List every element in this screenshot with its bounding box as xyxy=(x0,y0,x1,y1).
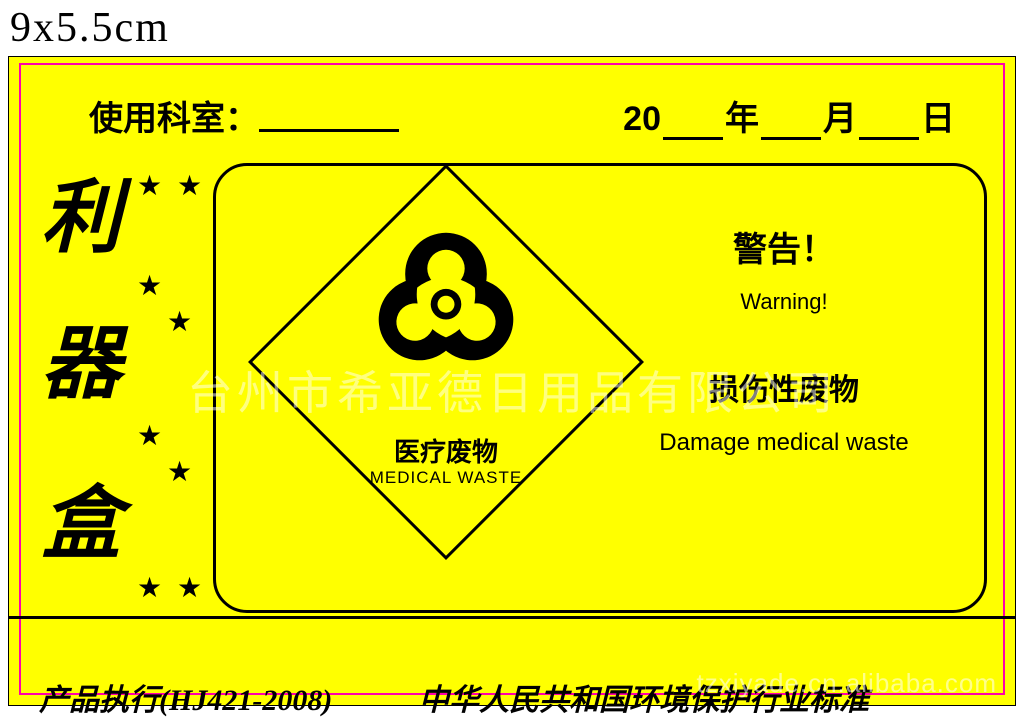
title-char-1: 利 xyxy=(41,179,121,259)
date-prefix: 20 xyxy=(623,100,661,138)
title-char-2: 器 xyxy=(41,325,121,405)
date-group: 20 年 月 日 xyxy=(623,91,955,140)
star-icon: ★ xyxy=(177,571,202,605)
warning-cn: 警告！ xyxy=(624,222,944,271)
title-char-3: 盒 xyxy=(41,485,121,565)
star-icon: ★ xyxy=(137,419,162,453)
month-label: 月 xyxy=(823,100,857,138)
warning-en: Warning! xyxy=(624,289,944,315)
medical-waste-cn: 医疗废物 xyxy=(266,432,626,469)
star-icon: ★ xyxy=(167,305,192,339)
main-content: 利 器 盒 ★ ★ ★ ★ ★ ★ ★ ★ xyxy=(37,157,987,607)
day-label: 日 xyxy=(921,100,955,138)
dimension-label: 9x5.5cm xyxy=(10,4,170,52)
biohazard-icon xyxy=(361,209,531,379)
info-panel: 医疗废物 MEDICAL WASTE 警告！ Warning! 损伤性废物 Da… xyxy=(213,163,987,613)
hazard-block: 医疗废物 MEDICAL WASTE xyxy=(266,172,626,592)
star-icon: ★ xyxy=(167,455,192,489)
warning-block: 警告！ Warning! 损伤性废物 Damage medical waste xyxy=(624,222,944,457)
star-icon: ★ xyxy=(137,571,162,605)
header-row: 使用科室： 20 年 月 日 xyxy=(69,91,955,141)
label-card: 使用科室： 20 年 月 日 利 器 盒 ★ ★ ★ ★ ★ ★ ★ ★ xyxy=(8,56,1016,706)
year-blank xyxy=(663,106,723,140)
star-icon: ★ xyxy=(137,269,162,303)
department-underline xyxy=(259,129,399,132)
medical-waste-en: MEDICAL WASTE xyxy=(266,468,626,488)
product-title-vertical: 利 器 盒 ★ ★ ★ ★ ★ ★ ★ ★ xyxy=(37,175,197,585)
standard-code: 产品执行(HJ421-2008) xyxy=(39,675,332,719)
standard-desc: 中华人民共和国环境保护行业标准 xyxy=(419,675,869,719)
damage-en: Damage medical waste xyxy=(624,429,944,457)
month-blank xyxy=(761,106,821,140)
star-icon: ★ xyxy=(137,169,162,203)
divider-line xyxy=(9,616,1015,619)
damage-cn: 损伤性废物 xyxy=(624,365,944,409)
year-label: 年 xyxy=(725,100,759,138)
day-blank xyxy=(859,106,919,140)
star-icon: ★ xyxy=(177,169,202,203)
department-label: 使用科室： xyxy=(89,91,259,140)
